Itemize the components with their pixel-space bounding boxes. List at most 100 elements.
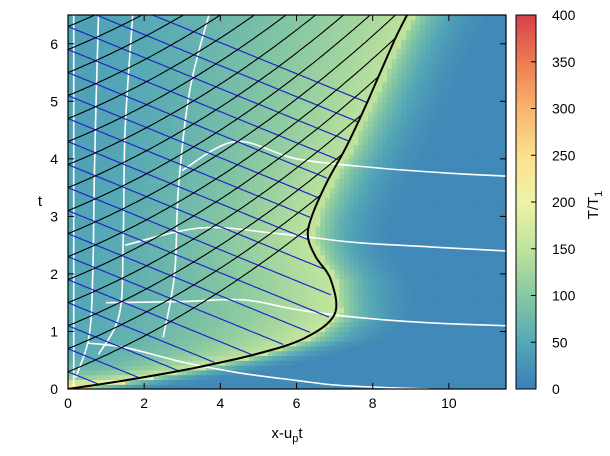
heatmap-cell: [396, 163, 402, 170]
heatmap-cell: [334, 254, 340, 261]
heatmap-cell: [244, 134, 250, 141]
heatmap-cell: [458, 365, 464, 371]
heatmap-cell: [239, 168, 245, 174]
heatmap-cell: [267, 182, 274, 189]
heatmap-cell: [463, 173, 469, 179]
heatmap-cell: [282, 230, 288, 237]
heatmap-cell: [344, 168, 350, 174]
heatmap-cell: [367, 269, 374, 275]
heatmap-cell: [320, 225, 326, 232]
heatmap-cell: [325, 345, 331, 352]
heatmap-cell: [258, 249, 264, 256]
heatmap-cell: [163, 168, 169, 174]
heatmap-cell: [325, 355, 331, 361]
heatmap-cell: [167, 154, 174, 160]
heatmap-cell: [115, 360, 121, 366]
heatmap-cell: [272, 355, 279, 361]
heatmap-cell: [320, 202, 326, 208]
heatmap-cell: [463, 192, 469, 198]
heatmap-cell: [177, 326, 183, 333]
heatmap-cell: [206, 293, 212, 299]
heatmap-cell: [329, 341, 336, 347]
heatmap-cell: [239, 178, 245, 184]
heatmap-cell: [344, 384, 350, 389]
heatmap-cell: [206, 197, 212, 203]
heatmap-cell: [391, 331, 398, 337]
heatmap-cell: [267, 168, 274, 174]
heatmap-cell: [444, 264, 450, 270]
heatmap-cell: [82, 221, 88, 227]
heatmap-cell: [301, 225, 307, 232]
heatmap-cell: [267, 321, 274, 328]
heatmap-cell: [220, 331, 226, 337]
heatmap-cell: [434, 273, 440, 280]
heatmap-cell: [377, 149, 383, 155]
heatmap-cell: [215, 206, 221, 213]
heatmap-cell: [206, 326, 212, 333]
heatmap-cell: [72, 240, 79, 246]
heatmap-cell: [229, 154, 236, 160]
heatmap-cell: [325, 254, 331, 261]
heatmap-cell: [220, 144, 226, 150]
heatmap-cell: [501, 240, 506, 246]
heatmap-cell: [348, 197, 355, 203]
heatmap-cell: [415, 326, 421, 333]
heatmap-cell: [396, 187, 402, 194]
heatmap-cell: [501, 307, 506, 313]
heatmap-cell: [301, 269, 307, 275]
heatmap-cell: [248, 264, 255, 270]
heatmap-cell: [267, 307, 274, 313]
heatmap-cell: [386, 331, 393, 337]
heatmap-cell: [406, 345, 412, 352]
heatmap-cell: [467, 254, 474, 261]
heatmap-cell: [467, 202, 474, 208]
heatmap-cell: [129, 221, 136, 227]
heatmap-cell: [482, 240, 488, 246]
heatmap-cell: [210, 154, 217, 160]
heatmap-cell: [348, 360, 355, 366]
heatmap-cell: [167, 331, 174, 337]
heatmap-cell: [325, 182, 331, 189]
heatmap-cell: [325, 225, 331, 232]
heatmap-cell: [386, 240, 393, 246]
heatmap-cell: [220, 283, 226, 289]
heatmap-cell: [467, 293, 474, 299]
heatmap-cell: [491, 355, 498, 361]
heatmap-cell: [382, 235, 388, 241]
heatmap-cell: [448, 302, 455, 309]
heatmap-cell: [439, 317, 445, 323]
heatmap-cell: [163, 288, 169, 294]
heatmap-cell: [125, 178, 131, 184]
heatmap-cell: [458, 360, 464, 366]
heatmap-cell: [301, 312, 307, 318]
heatmap-cell: [229, 259, 236, 265]
heatmap-cell: [153, 245, 160, 251]
heatmap-cell: [220, 154, 226, 160]
heatmap-cell: [301, 187, 307, 194]
heatmap-cell: [472, 134, 479, 141]
heatmap-cell: [496, 221, 502, 227]
heatmap-cell: [287, 221, 293, 227]
heatmap-cell: [187, 278, 193, 285]
heatmap-cell: [467, 355, 474, 361]
heatmap-cell: [182, 178, 188, 184]
heatmap-cell: [77, 149, 83, 155]
heatmap-cell: [501, 197, 506, 203]
heatmap-cell: [296, 374, 302, 381]
heatmap-cell: [167, 173, 174, 179]
heatmap-cell: [358, 144, 364, 150]
heatmap-cell: [96, 293, 102, 299]
heatmap-cell: [225, 163, 231, 170]
heatmap-cell: [229, 144, 236, 150]
heatmap-cell: [77, 379, 83, 385]
heatmap-cell: [472, 326, 479, 333]
heatmap-cell: [101, 149, 107, 155]
heatmap-cell: [382, 302, 388, 309]
heatmap-cell: [253, 134, 260, 141]
heatmap-cell: [463, 345, 469, 352]
heatmap-cell: [410, 139, 417, 146]
heatmap-cell: [406, 134, 412, 141]
heatmap-cell: [182, 216, 188, 222]
heatmap-cell: [77, 202, 83, 208]
heatmap-cell: [282, 221, 288, 227]
